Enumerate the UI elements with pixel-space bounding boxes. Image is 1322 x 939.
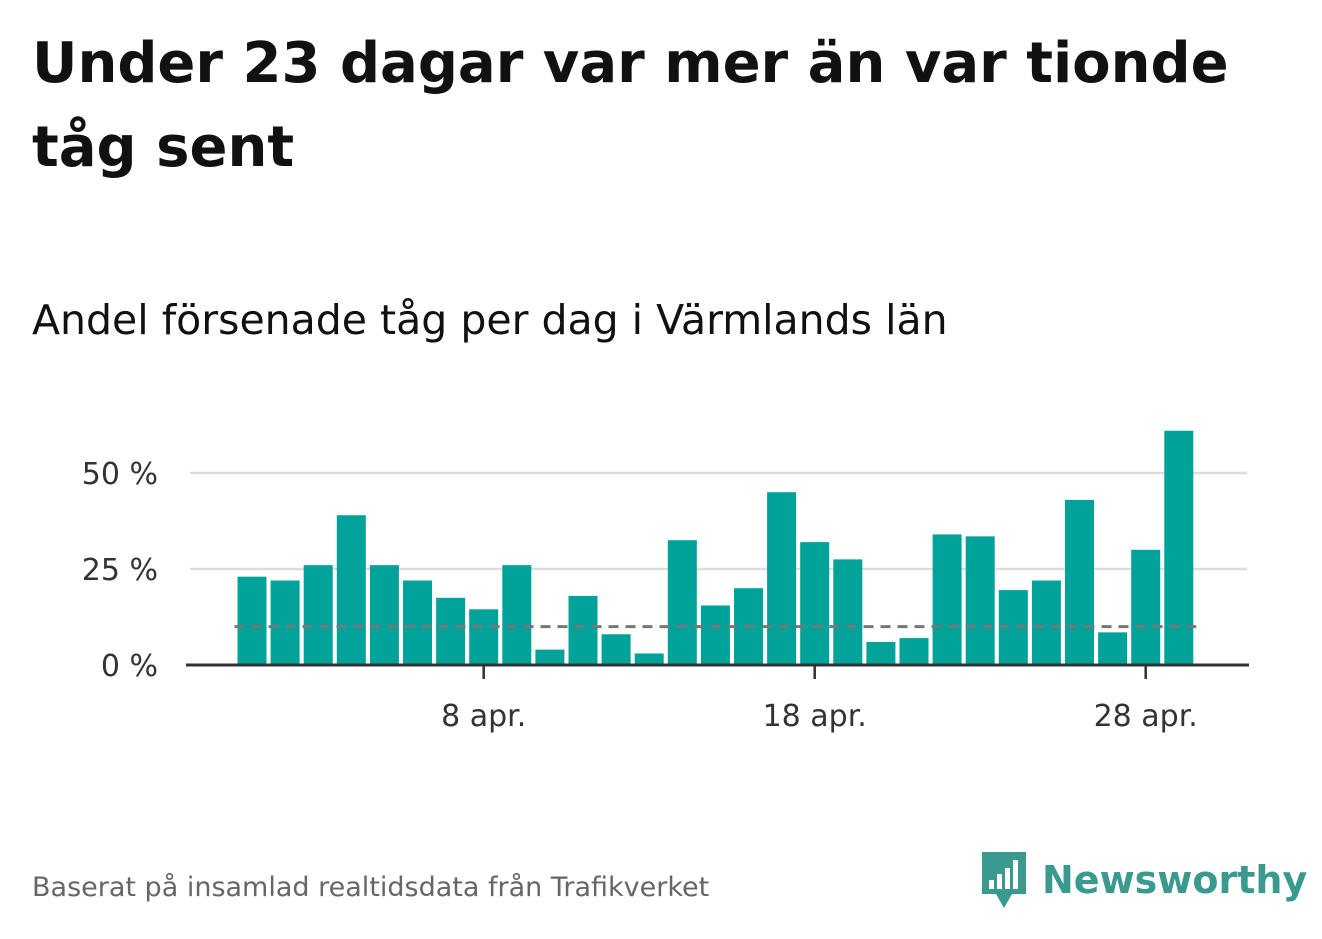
x-tick-label: 8 apr. xyxy=(441,699,526,734)
bar-2020-04-04 xyxy=(336,515,366,665)
y-tick-label: 50 % xyxy=(82,457,158,492)
x-tick-label: 28 apr. xyxy=(1094,699,1198,734)
bar-2020-04-03 xyxy=(303,565,333,665)
bar-2020-04-21 xyxy=(899,638,929,665)
bar-2020-04-27 xyxy=(1098,632,1128,665)
bar-2020-04-14 xyxy=(667,540,697,665)
bar-2020-04-18 xyxy=(800,542,830,665)
bar-2020-04-26 xyxy=(1065,499,1094,665)
bar-2020-04-28 xyxy=(1131,549,1161,665)
brand-name: Newsworthy xyxy=(1042,858,1308,902)
bar-2020-04-07 xyxy=(436,597,466,665)
bar-2020-04-13 xyxy=(634,653,664,665)
newsworthy-logo: Newsworthy xyxy=(980,848,1307,912)
bar-2020-04-06 xyxy=(403,580,432,665)
bar-2020-04-15 xyxy=(700,605,730,665)
bar-2020-04-19 xyxy=(833,559,863,665)
bar-2020-04-25 xyxy=(1031,580,1061,665)
axis-labels: 0 % 25 % 50 % 8 apr. 18 apr. 28 apr. xyxy=(82,457,1198,734)
bar-2020-04-22 xyxy=(932,534,962,665)
bar-2020-04-10 xyxy=(535,649,565,665)
bar-2020-04-02 xyxy=(270,580,300,665)
chart-subtitle: Andel försenade tåg per dag i Värmlands … xyxy=(32,296,948,344)
bar-2020-04-23 xyxy=(965,536,995,665)
bar-2020-04-05 xyxy=(369,565,399,665)
bar-2020-04-29 xyxy=(1164,430,1194,665)
bar-2020-04-17 xyxy=(767,492,797,665)
bar-2020-04-11 xyxy=(568,595,598,665)
bar-2020-04-12 xyxy=(601,634,631,665)
chart-title: Under 23 dagar var mer än var tionde tåg… xyxy=(32,31,1229,180)
bar-2020-04-09 xyxy=(502,565,532,665)
y-tick-label: 25 % xyxy=(82,553,158,588)
x-tick-label: 18 apr. xyxy=(763,699,867,734)
bar-2020-04-01 xyxy=(237,576,267,665)
bars xyxy=(237,430,1194,665)
bar-2020-04-20 xyxy=(866,641,896,665)
bar-2020-04-08 xyxy=(469,609,499,665)
newsworthy-chart-icon xyxy=(982,852,1026,908)
y-tick-label: 0 % xyxy=(101,649,158,684)
source-note: Baserat på insamlad realtidsdata från Tr… xyxy=(32,872,710,903)
